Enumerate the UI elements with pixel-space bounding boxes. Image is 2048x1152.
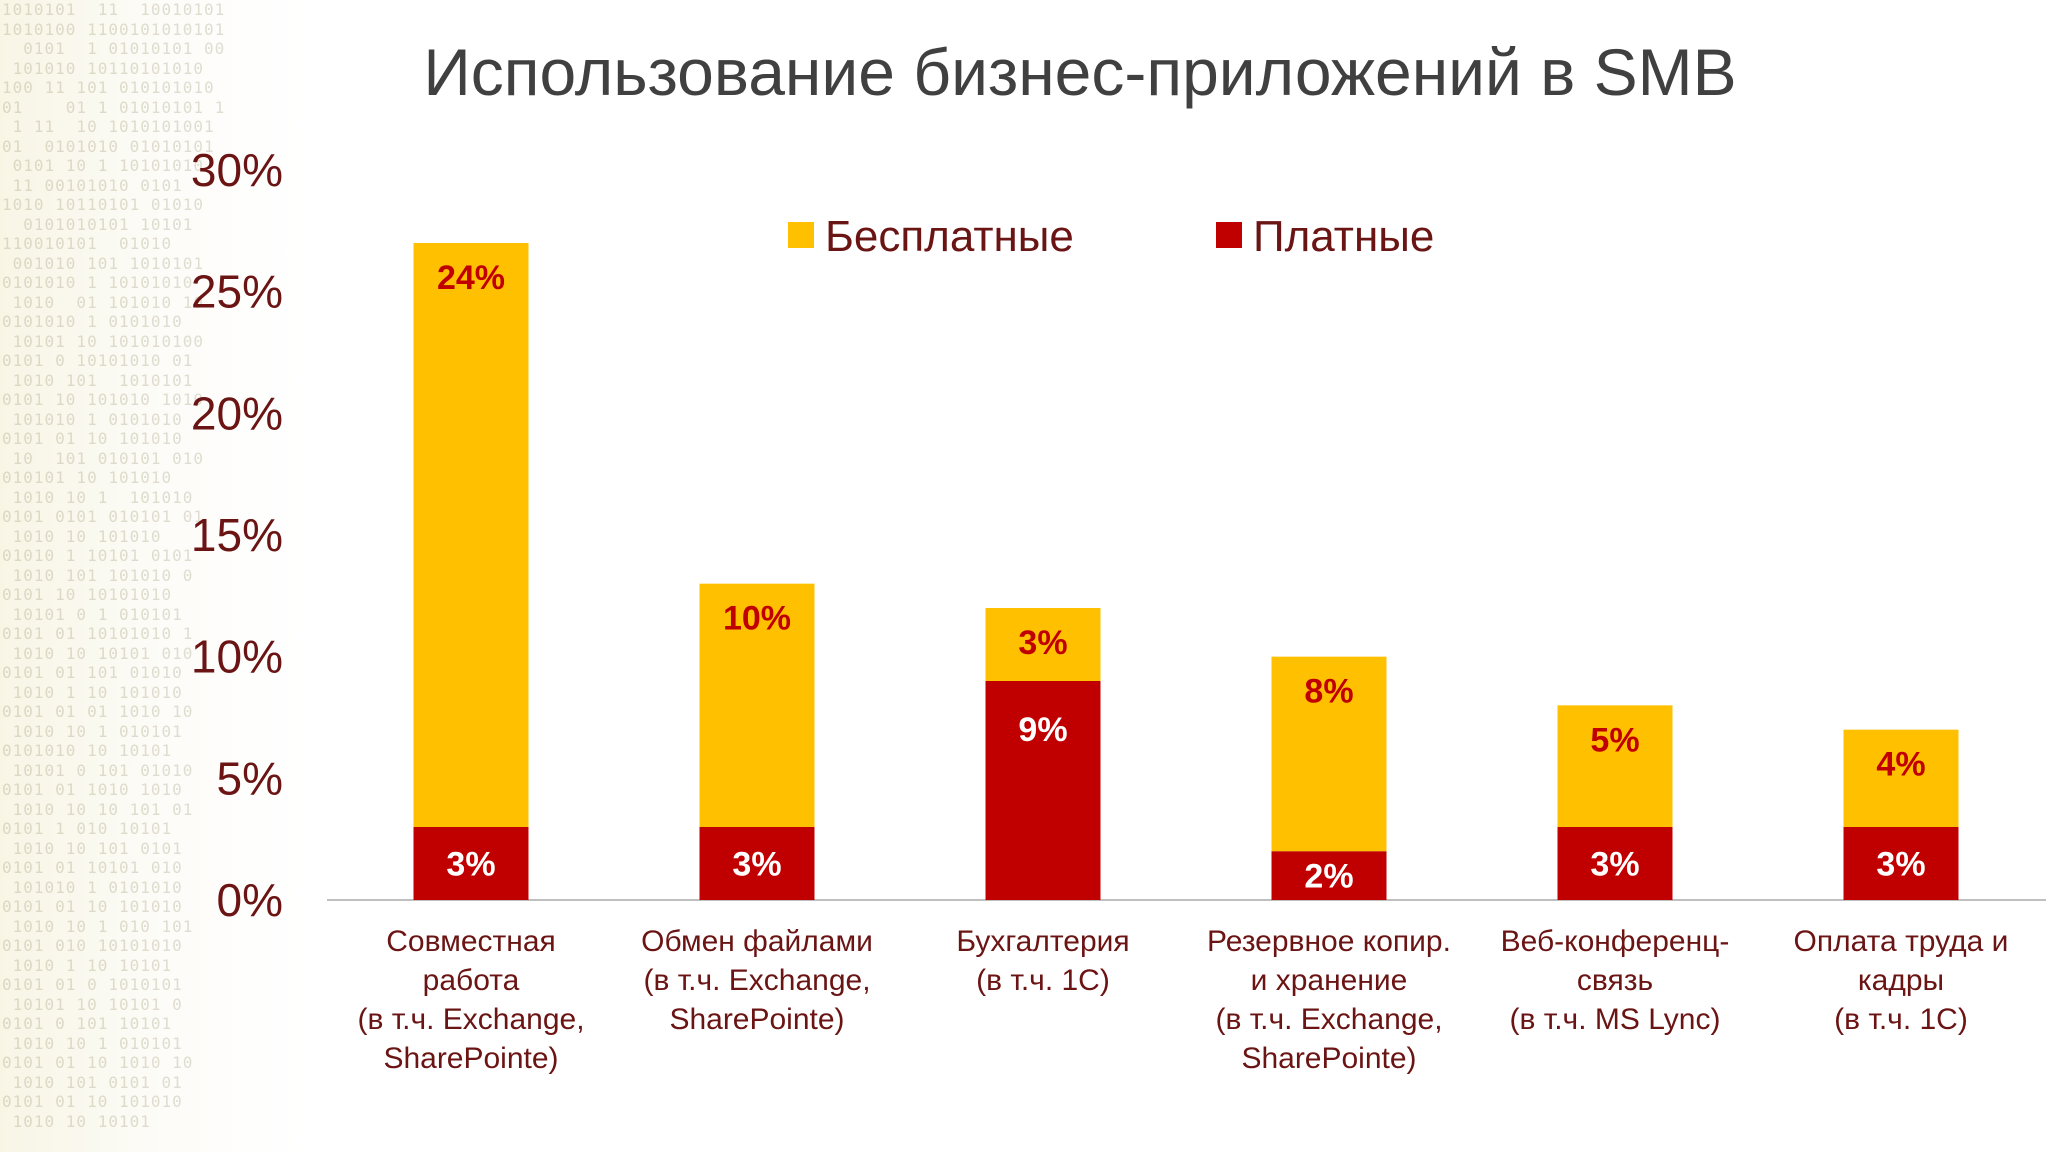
x-category-label-line: SharePointe) bbox=[383, 1042, 558, 1075]
bar-paid-segment bbox=[413, 827, 529, 900]
x-category-label-line: и хранение bbox=[1251, 964, 1408, 997]
x-category-label: Совместная работа (в т.ч. Exchange, SharePo… bbox=[357, 925, 584, 1075]
legend-swatch bbox=[1216, 222, 1242, 248]
data-label-free: 5% bbox=[1590, 721, 1639, 759]
x-category-label-line: связь bbox=[1577, 964, 1653, 997]
y-tick-label: 30% bbox=[191, 144, 283, 196]
x-category-label-line: Бухгалтерия bbox=[956, 925, 1129, 958]
y-tick-label: 20% bbox=[191, 387, 283, 439]
bar-paid-segment bbox=[1843, 827, 1959, 900]
data-label-paid: 3% bbox=[446, 846, 495, 884]
binary-background-decoration: 1010101 11 10010101 1010100 110010101010… bbox=[0, 0, 300, 1152]
data-label-free: 4% bbox=[1876, 746, 1925, 784]
data-label-paid: 3% bbox=[1876, 846, 1925, 884]
x-category-label-line: (в т.ч. Exchange, bbox=[643, 964, 870, 997]
y-tick-label: 0% bbox=[217, 874, 283, 926]
bar-paid-segment bbox=[1271, 851, 1387, 900]
x-category-label-line: (в т.ч. 1С) bbox=[976, 964, 1110, 997]
x-category-label: Резервное копир. и хранение (в т.ч. Exchan… bbox=[1207, 925, 1451, 1075]
x-category-label-line: Оплата труда и bbox=[1794, 925, 2009, 958]
x-category-label-line: (в т.ч. 1С) bbox=[1834, 1003, 1968, 1036]
bar-free-segment bbox=[413, 243, 529, 827]
data-label-free: 8% bbox=[1304, 673, 1353, 711]
data-label-paid: 3% bbox=[1590, 846, 1639, 884]
y-tick-label: 10% bbox=[191, 631, 283, 683]
x-category-label-line: Обмен файлами bbox=[641, 925, 873, 958]
x-category-label-line: SharePointe) bbox=[1241, 1042, 1416, 1075]
chart-title: Использование бизнес-приложений в SMB bbox=[423, 35, 1737, 109]
legend-swatch bbox=[788, 222, 814, 248]
x-category-label-line: (в т.ч. MS Lync) bbox=[1510, 1003, 1721, 1036]
data-label-paid: 2% bbox=[1304, 858, 1353, 896]
y-tick-label: 15% bbox=[191, 509, 283, 561]
x-category-label-line: SharePointe) bbox=[669, 1003, 844, 1036]
legend-label: Платные bbox=[1253, 212, 1434, 261]
data-label-paid: 3% bbox=[732, 846, 781, 884]
y-axis: 0% 5% 10% 15% 20% 25% 30% bbox=[191, 144, 283, 926]
data-label-free: 3% bbox=[1018, 624, 1067, 662]
x-category-label-line: работа bbox=[423, 964, 520, 997]
data-label-paid: 9% bbox=[1018, 711, 1067, 749]
bar-paid-segment bbox=[699, 827, 815, 900]
x-category-label-line: Совместная bbox=[386, 925, 556, 958]
bars bbox=[413, 243, 1959, 900]
binary-pattern: 1010101 11 10010101 1010100 110010101010… bbox=[2, 0, 226, 1131]
data-labels: 24% 3% 10% 3% 3% 9% 8% 2% 5% 3% 4% 3% bbox=[437, 259, 1926, 896]
x-category-label-line: (в т.ч. Exchange, bbox=[1215, 1003, 1442, 1036]
bar-free-segment bbox=[1271, 656, 1387, 852]
data-label-free: 24% bbox=[437, 259, 505, 297]
bar-free-segment bbox=[985, 608, 1101, 681]
x-category-label: Оплата труда и кадры (в т.ч. 1С) bbox=[1794, 925, 2009, 1036]
y-tick-label: 5% bbox=[217, 752, 283, 804]
x-category-label-line: Резервное копир. bbox=[1207, 925, 1451, 958]
x-category-label-line: Веб-конференц- bbox=[1501, 925, 1730, 958]
bar-paid-segment bbox=[985, 681, 1101, 900]
bar-free-segment bbox=[1557, 705, 1673, 827]
x-category-label: Бухгалтерия (в т.ч. 1С) bbox=[956, 925, 1129, 997]
data-label-free: 10% bbox=[723, 600, 791, 638]
x-category-label: Обмен файлами (в т.ч. Exchange, SharePoint… bbox=[641, 925, 873, 1036]
x-category-label-line: кадры bbox=[1858, 964, 1944, 997]
x-category-label: Веб-конференц-связь (в т.ч. MS Lync) bbox=[1501, 925, 1730, 1036]
legend: Бесплатные Платные bbox=[788, 212, 1434, 261]
y-tick-label: 25% bbox=[191, 266, 283, 318]
bar-free-segment bbox=[699, 583, 815, 827]
legend-label: Бесплатные bbox=[825, 212, 1074, 261]
x-category-label-line: (в т.ч. Exchange, bbox=[357, 1003, 584, 1036]
bar-free-segment bbox=[1843, 729, 1959, 827]
bar-paid-segment bbox=[1557, 827, 1673, 900]
x-axis-labels: Совместная работа (в т.ч. Exchange, SharePo… bbox=[357, 925, 2008, 1075]
